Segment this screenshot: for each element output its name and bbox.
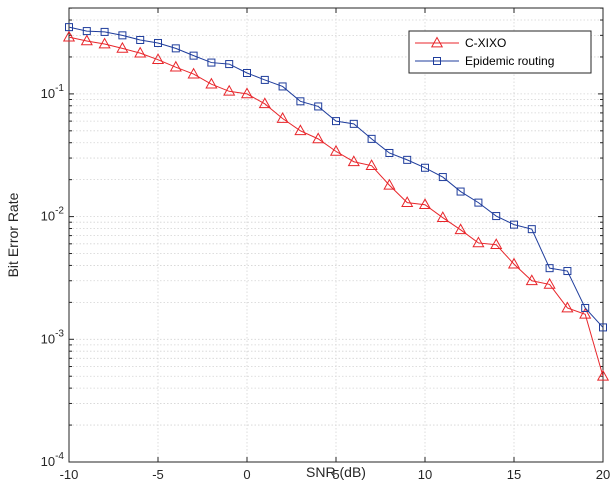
data-point-triangle: [507, 257, 521, 269]
x-tick-label: -5: [152, 467, 164, 482]
y-tick-base: 10: [41, 454, 55, 469]
data-point-square: [474, 198, 483, 207]
data-point-triangle: [525, 274, 538, 286]
data-point-triangle: [472, 236, 485, 248]
data-point-triangle: [383, 178, 396, 190]
data-point-square: [510, 220, 518, 229]
data-point-triangle: [436, 211, 449, 223]
data-point-triangle: [98, 37, 111, 49]
legend-label: Epidemic routing: [465, 54, 554, 68]
data-point-square: [225, 60, 234, 69]
data-point-triangle: [276, 111, 289, 123]
x-tick-label: -10: [60, 467, 79, 482]
data-point-triangle: [80, 34, 93, 46]
legend-label: C-XIXO: [465, 36, 506, 50]
legend-entry: C-XIXO: [415, 36, 506, 50]
x-tick-label: 15: [507, 467, 521, 482]
y-tick-exponent: -3: [55, 328, 64, 339]
data-point-square: [527, 225, 536, 234]
data-point-triangle: [116, 41, 129, 53]
data-point-triangle: [329, 144, 343, 156]
data-point-triangle: [294, 124, 307, 136]
x-tick-label: 0: [243, 467, 250, 482]
y-axis-label: Bit Error Rate: [5, 192, 21, 277]
data-point-square: [563, 267, 572, 276]
data-point-square: [599, 323, 607, 332]
y-tick-label: 10-3: [41, 328, 65, 346]
data-point-square: [314, 102, 323, 111]
data-point-square: [100, 27, 109, 36]
data-point-triangle: [596, 369, 610, 381]
data-point-square: [296, 97, 305, 106]
data-point-square: [332, 117, 340, 126]
x-tick-label: 5: [332, 467, 339, 482]
data-point-triangle: [401, 196, 414, 207]
y-tick-base: 10: [41, 86, 55, 101]
data-point-triangle: [151, 53, 165, 65]
data-point-triangle: [205, 77, 218, 89]
data-point-square: [189, 51, 198, 60]
data-point-square: [433, 57, 441, 65]
data-point-triangle: [454, 223, 467, 235]
x-tick-label: 10: [418, 467, 432, 482]
data-point-triangle: [312, 132, 325, 144]
data-point-triangle: [187, 67, 200, 79]
x-tick-label: 20: [596, 467, 610, 482]
y-tick-exponent: -2: [55, 206, 64, 217]
data-point-triangle: [543, 277, 556, 289]
data-point-triangle: [430, 36, 444, 48]
data-point-square: [581, 303, 590, 312]
data-point-triangle: [240, 87, 254, 99]
series-1: [62, 30, 610, 381]
data-point-triangle: [418, 198, 432, 210]
data-point-square: [545, 264, 554, 273]
data-point-square: [260, 75, 269, 84]
data-point-triangle: [561, 301, 574, 313]
y-tick-base: 10: [41, 331, 55, 346]
y-tick-base: 10: [41, 209, 55, 224]
data-point-triangle: [347, 155, 360, 167]
data-point-square: [403, 155, 412, 164]
data-point-square: [243, 69, 251, 78]
data-point-triangle: [62, 30, 76, 42]
data-point-triangle: [579, 307, 592, 319]
data-point-square: [385, 148, 394, 157]
data-point-square: [367, 134, 376, 143]
data-point-square: [171, 44, 180, 53]
y-tick-exponent: -1: [55, 83, 64, 94]
data-point-triangle: [134, 46, 147, 58]
data-point-square: [118, 31, 127, 40]
legend: C-XIXO Epidemic routing: [408, 30, 592, 74]
series-2: [65, 23, 607, 332]
data-point-square: [278, 82, 287, 91]
data-point-triangle: [258, 97, 271, 109]
series-line: [68, 36, 604, 377]
axis-ticks: [68, 7, 604, 463]
data-point-square: [456, 187, 465, 196]
data-point-triangle: [490, 238, 503, 250]
y-tick-exponent: -4: [55, 451, 64, 462]
series-layer: [62, 23, 610, 381]
data-point-triangle: [169, 60, 182, 72]
y-tick-label: 10-1: [41, 83, 65, 101]
legend-box: [408, 30, 592, 74]
series-line: [68, 26, 604, 328]
y-tick-label: 10-4: [41, 451, 65, 469]
y-tick-label: 10-2: [41, 206, 65, 224]
legend-entry: Epidemic routing: [415, 54, 554, 68]
data-point-square: [349, 119, 358, 128]
data-point-square: [82, 27, 91, 36]
data-point-square: [438, 173, 447, 182]
data-point-square: [492, 212, 501, 221]
data-point-square: [136, 35, 145, 44]
data-point-square: [65, 23, 73, 32]
data-point-triangle: [223, 84, 236, 96]
data-point-square: [207, 58, 216, 67]
data-point-square: [421, 163, 429, 172]
data-point-triangle: [365, 159, 378, 171]
data-point-square: [154, 38, 162, 47]
x-axis-label: SNR (dB): [306, 464, 366, 480]
